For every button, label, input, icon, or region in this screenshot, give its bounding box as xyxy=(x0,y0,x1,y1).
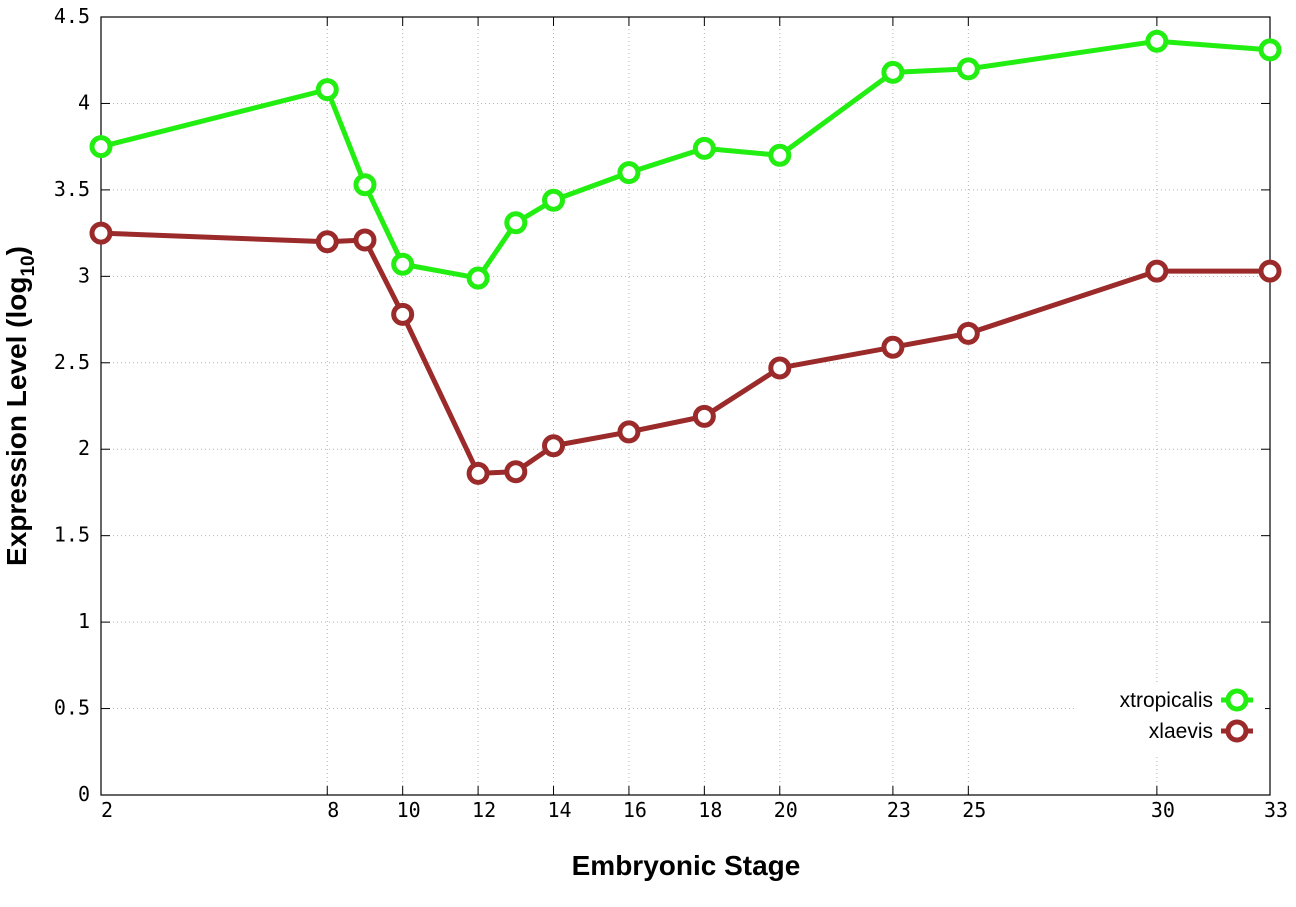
legend-label-xtropicalis: xtropicalis xyxy=(1120,689,1213,712)
y-tick-label: 0 xyxy=(78,782,90,806)
x-tick-label: 25 xyxy=(962,798,986,822)
series-line-xtropicalis xyxy=(100,38,1271,281)
y-tick-label: 4 xyxy=(78,90,90,114)
x-axis-title: Embryonic Stage xyxy=(572,850,801,881)
data-point-xlaevis xyxy=(1258,259,1282,283)
data-point-xlaevis xyxy=(956,321,980,345)
x-tick-label: 14 xyxy=(547,798,571,822)
x-tick-label: 33 xyxy=(1264,798,1288,822)
x-tick-label: 20 xyxy=(774,798,798,822)
y-tick-label: 0.5 xyxy=(54,696,90,720)
y-tick-label: 1.5 xyxy=(54,523,90,547)
legend-marker-xlaevis xyxy=(1225,719,1249,743)
data-point-xlaevis xyxy=(768,356,792,380)
data-point-xlaevis xyxy=(881,335,905,359)
data-point-xtropicalis xyxy=(768,143,792,167)
series-lines xyxy=(89,29,1282,485)
x-tick-label: 23 xyxy=(887,798,911,822)
x-tick-label: 12 xyxy=(472,798,496,822)
data-point-xtropicalis xyxy=(315,78,339,102)
data-point-xtropicalis xyxy=(881,60,905,84)
y-axis-title-subscript: 10 xyxy=(18,255,39,276)
x-tick-label: 18 xyxy=(698,798,722,822)
data-point-xtropicalis xyxy=(353,173,377,197)
legend-marker-xtropicalis xyxy=(1225,688,1249,712)
legend-label-xlaevis: xlaevis xyxy=(1149,720,1213,743)
data-point-xlaevis xyxy=(353,228,377,252)
data-point-xtropicalis xyxy=(89,135,113,159)
data-point-xlaevis xyxy=(617,420,641,444)
data-point-xlaevis xyxy=(315,230,339,254)
x-tick-label: 10 xyxy=(397,798,421,822)
data-point-xtropicalis xyxy=(617,161,641,185)
data-point-xlaevis xyxy=(391,302,415,326)
data-point-xlaevis xyxy=(542,434,566,458)
series-line-xlaevis xyxy=(100,230,1270,476)
x-tick-label: 30 xyxy=(1151,798,1175,822)
data-point-xtropicalis xyxy=(391,252,415,276)
grid xyxy=(101,17,1270,795)
axes: 2 8 10 12 14 16 18 20 23 25 30 33 0 0.5 1 1.5 2 2.5 3 3.5 4 4… xyxy=(54,4,1288,822)
data-point-xlaevis xyxy=(89,221,113,245)
x-tick-label: 2 xyxy=(101,798,113,822)
data-point-xtropicalis xyxy=(542,188,566,212)
data-point-xlaevis xyxy=(692,404,716,428)
y-axis-title: Expression Level (log10) xyxy=(1,246,39,566)
data-point-xtropicalis xyxy=(692,136,716,160)
data-point-xtropicalis xyxy=(1258,38,1282,62)
y-tick-label: 1 xyxy=(78,609,90,633)
legend: xtropicalis xlaevis xyxy=(1075,682,1265,754)
y-tick-label: 2.5 xyxy=(54,350,90,374)
y-axis-title-main: Expression Level (log xyxy=(1,277,32,566)
data-point-xlaevis xyxy=(504,460,528,484)
data-point-xlaevis xyxy=(466,461,490,485)
data-point-xtropicalis xyxy=(956,57,980,81)
data-point-xtropicalis xyxy=(1145,29,1169,53)
x-tick-label: 16 xyxy=(623,798,647,822)
plot-frame xyxy=(100,16,1271,796)
y-axis-title-close: ) xyxy=(1,246,32,255)
data-point-xtropicalis xyxy=(504,211,528,235)
y-tick-label: 3.5 xyxy=(54,177,90,201)
data-point-xlaevis xyxy=(1145,259,1169,283)
x-tick-label: 8 xyxy=(327,798,339,822)
data-point-xtropicalis xyxy=(466,266,490,290)
y-tick-label: 2 xyxy=(78,436,90,460)
y-tick-label: 3 xyxy=(78,263,90,287)
y-tick-label: 4.5 xyxy=(54,4,90,28)
